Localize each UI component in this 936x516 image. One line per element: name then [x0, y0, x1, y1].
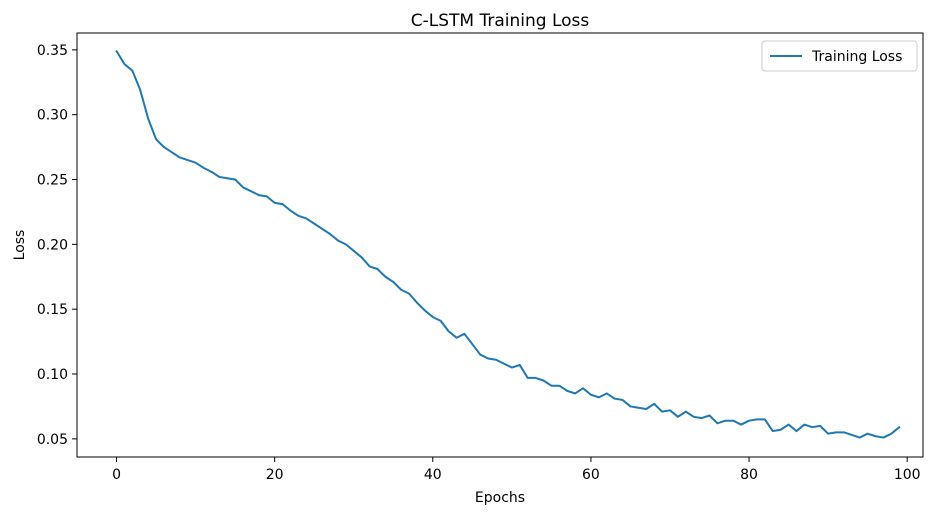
plot-frame [76, 32, 924, 458]
y-tick-label: 0.10 [37, 367, 68, 383]
y-tick-label: 0.20 [37, 237, 68, 253]
x-tick-label: 100 [894, 467, 921, 483]
y-axis-title: Loss [12, 230, 28, 261]
y-tick-label: 0.05 [37, 432, 68, 448]
legend-label: Training Loss [811, 49, 902, 65]
legend: Training Loss [761, 40, 918, 72]
x-tick-label: 60 [582, 467, 600, 483]
plot-area [115, 50, 901, 439]
x-tick-label: 20 [266, 467, 284, 483]
y-tick-label: 0.35 [37, 43, 68, 59]
y-axis: 0.05 0.10 0.15 0.20 0.25 0.30 0.35 [37, 43, 77, 448]
series-line-training-loss [115, 50, 901, 439]
x-tick-label: 0 [112, 467, 121, 483]
legend-box [761, 40, 918, 72]
x-axis-title: Epochs [475, 490, 525, 506]
x-axis: 0 20 40 60 80 100 [112, 457, 921, 483]
x-tick-label: 40 [424, 467, 442, 483]
x-tick-label: 80 [740, 467, 758, 483]
y-tick-label: 0.25 [37, 173, 68, 189]
chart-title: C-LSTM Training Loss [411, 11, 590, 31]
y-tick-label: 0.15 [37, 302, 68, 318]
y-tick-label: 0.30 [37, 108, 68, 124]
